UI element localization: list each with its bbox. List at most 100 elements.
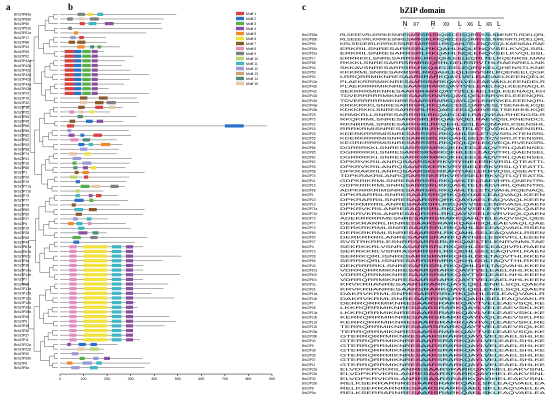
- motif-box: [125, 273, 134, 277]
- motif-box: [69, 259, 77, 263]
- motif-box: [83, 254, 108, 258]
- motif-box: [125, 319, 134, 323]
- motif-box: [111, 296, 122, 300]
- alignment-sequence: LRRQRRMIKNRESAARSRARKQAYLVELEAEIAKLKEENQ…: [340, 75, 547, 79]
- motif-box: [82, 138, 90, 142]
- gene-label: BrbZIP19: [14, 180, 29, 184]
- motif-box: [95, 101, 104, 105]
- alignment-sequence: ADEKRRRRMESNRESARRSRARKQAHLTELEAQVSQLQEE: [340, 217, 545, 221]
- motif-box: [64, 77, 75, 82]
- alignment-sequence: KRMKRLLSNRESARRSRLRKQAECDELRAQVEALRHENGS…: [340, 113, 547, 117]
- motif-box: [64, 68, 75, 72]
- motif-box: [90, 235, 98, 240]
- phylogenetic-tree: [22, 14, 58, 368]
- motif-box: [82, 59, 91, 63]
- motif-box: [91, 68, 98, 72]
- motif-box: [69, 249, 77, 254]
- gene-label: BrbZIP42b: [14, 64, 31, 68]
- motif-box: [83, 296, 108, 300]
- motif-box: [84, 152, 91, 156]
- motif-box: [104, 22, 114, 26]
- motif-box: [111, 277, 122, 281]
- motif-box: [125, 268, 134, 272]
- axis-tick-label: 600: [198, 377, 204, 381]
- motif-box: [91, 54, 98, 58]
- motif-box: [125, 277, 134, 281]
- alignment-sequence: KRKKRKKLSNRESARRSRLRKQAECEELQARVESLTSENH…: [340, 103, 545, 107]
- alignment-sequence: KEGRKRRRMISNRESARRSRLRKQEQLQELEIQVEQLRVE…: [340, 141, 545, 145]
- motif-box: [111, 249, 122, 254]
- motif-box: [79, 110, 84, 114]
- alignment-gene-label: BrbZIP32: [302, 122, 316, 126]
- gene-label: BrbZIP71a: [14, 185, 31, 189]
- gene-label: BrbZIP89b: [14, 17, 31, 21]
- gene-label: BrbZIP30: [14, 352, 29, 356]
- motif-box: [69, 296, 77, 300]
- motif-box: [68, 133, 75, 137]
- motif-header-label: N: [402, 21, 407, 28]
- motif-box: [70, 175, 78, 179]
- legend-swatch: [236, 31, 244, 36]
- motif-box: [125, 245, 134, 249]
- motif-box: [77, 45, 85, 49]
- alignment-sequence: RELKSERRARNRESAARSRARKQAELSKLEAQVAELEA: [340, 391, 547, 395]
- gene-label: BrbZIP1: [14, 171, 27, 175]
- motif-box: [76, 221, 83, 226]
- legend-swatch: [236, 36, 244, 41]
- motif-box: [96, 361, 102, 365]
- gene-label: BrbZIP86: [14, 124, 29, 128]
- motif-box: [91, 87, 98, 91]
- motif-box: [67, 128, 72, 133]
- alignment-sequence: KERRQRRMIKNRESAARSRARKQAYIVQLEAEVSKLRE: [340, 316, 545, 320]
- motif-box: [74, 77, 82, 82]
- motif-box: [86, 217, 92, 221]
- gene-label: BrbZIP35: [14, 282, 29, 286]
- alignment-gene-label: BrbZIP12a: [302, 320, 317, 324]
- motif-box: [83, 259, 108, 263]
- gene-label: BrbZIP12b: [14, 301, 31, 305]
- alignment-sequence: DPKRVKRILANRESAQRSRLRKQAYVSELEVRVNQLQAEN: [340, 212, 547, 216]
- motif-box: [67, 124, 75, 128]
- motif-box: [83, 291, 108, 295]
- motif-header-label: L: [497, 21, 501, 28]
- motif-box: [95, 105, 104, 109]
- legend-swatch: [236, 56, 244, 61]
- motif-box: [68, 40, 75, 44]
- alignment-sequence: GDPKRIKRMLSNRESARRSRLRKQAHLTELEAEVHRLQNE…: [340, 184, 545, 188]
- motif-box: [92, 231, 99, 235]
- motif-box: [77, 115, 83, 119]
- legend-swatch: [236, 76, 244, 81]
- legend-label: Motif 15: [246, 82, 258, 86]
- motif-box: [71, 366, 80, 370]
- gene-label: BrbZIP29: [14, 92, 29, 96]
- alignment-sequence: RKNRRMLSNRESARRSRLRKQEHLGDLEAQMARLKSENSH…: [340, 122, 545, 126]
- alignment-sequence: TDVERRRRRMIKNRESAARSRARKQAYLQELENRVKELEE…: [340, 99, 545, 103]
- gene-label: BrbZIP85: [14, 129, 29, 133]
- motif-box: [74, 87, 82, 91]
- motif-box: [69, 268, 77, 272]
- motif-box: [88, 194, 93, 198]
- motif-box: [111, 310, 122, 314]
- gene-label: BrbZIP14b: [14, 273, 31, 277]
- motif-header-label: L: [478, 21, 482, 28]
- motif-box: [82, 77, 91, 82]
- motif-box: [78, 142, 85, 147]
- axis-tick-label: 300: [128, 377, 134, 381]
- motif-box: [74, 73, 82, 77]
- gene-label: BrbZIP42c: [14, 68, 31, 72]
- alignment-column: [439, 32, 446, 395]
- motif-box: [96, 119, 104, 123]
- alignment-sequence: KDKKRKKLSNRESARRSRLRKQAECEELQARVESLTSENH…: [340, 108, 545, 112]
- motif-box: [82, 161, 92, 165]
- gene-label: BrbZIP8: [14, 361, 27, 365]
- motif-box: [69, 263, 77, 268]
- alignment-gene-label: BrbZIP74: [302, 174, 316, 178]
- motif-box: [111, 259, 122, 263]
- alignment-rows: BrbZIP89a RLSEEEVRLKRRKESNRESARRSRLRKQAEC…: [302, 33, 547, 395]
- alignment-sequence: PLAEKRRRMIKNRESAARSRARKQAYLVELEAEVAKLKEE…: [340, 80, 546, 84]
- motif-box: [74, 198, 84, 202]
- motif-box: [79, 22, 85, 26]
- alignment-sequence: GTERRQRRMIKNRESAARSRARKQAYLVELEAELSHLKE: [340, 344, 545, 348]
- gene-label: BrbZIP71b: [14, 189, 31, 193]
- alignment-sequence: ERRRKKLSNRESARRSRLRKQQHLEELEQRLTELRQENRS…: [340, 56, 546, 60]
